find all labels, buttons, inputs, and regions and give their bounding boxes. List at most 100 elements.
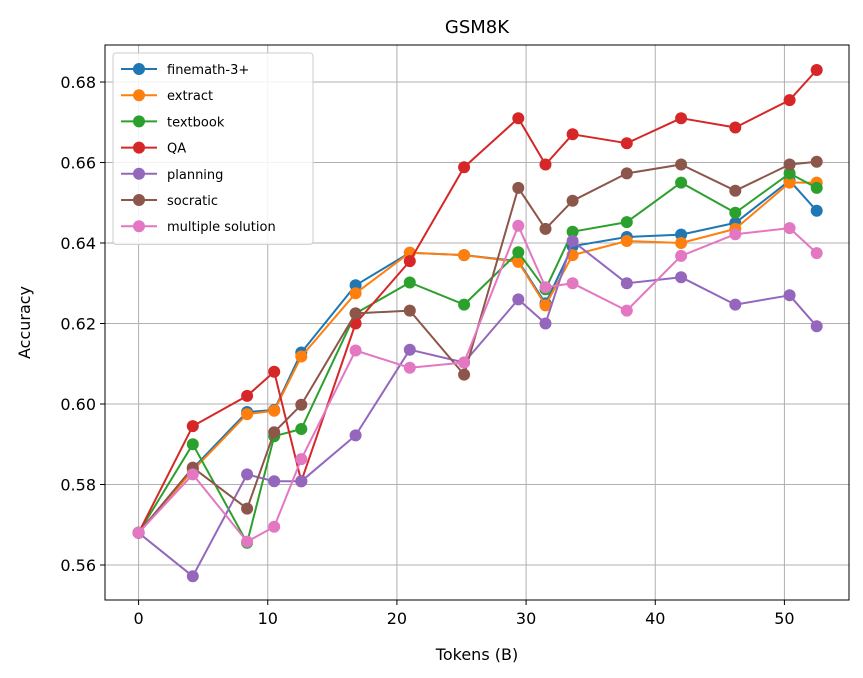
data-point [620,235,633,247]
data-point [132,526,145,539]
legend-label: finemath-3+ [167,63,249,78]
data-point [349,317,362,330]
data-point [810,247,823,260]
plot-area-frame [104,44,850,601]
data-point [403,276,416,289]
data-point [810,181,823,194]
legend-marker [133,141,145,154]
data-point [675,158,688,171]
legend-item: planning [121,167,223,183]
data-point [268,404,281,417]
legend-item: multiple solution [121,220,276,235]
data-point [783,289,796,302]
legend-label: extract [167,89,213,104]
x-axis-label: Tokens (B) [435,645,518,664]
legend-label: socratic [167,194,218,209]
legend-item: textbook [121,115,225,130]
data-point [810,64,823,76]
data-point [186,438,199,451]
data-point [620,216,633,229]
data-point [186,468,199,481]
data-point [675,176,688,189]
data-point [675,112,688,125]
y-tick-label: 0.66 [60,154,96,173]
data-point [268,520,281,533]
data-point [539,158,552,171]
legend-label: planning [167,168,223,183]
data-point [349,429,362,442]
data-point [620,167,633,180]
data-point [458,356,471,369]
y-tick-label: 0.56 [60,556,96,575]
data-point [458,161,471,174]
data-point [241,468,254,481]
data-point [512,181,525,194]
series-qa [132,64,823,539]
data-point [566,235,579,247]
series-line [137,240,818,578]
data-point [675,271,688,284]
data-point [295,453,308,466]
series-layer [132,64,823,583]
data-point [539,222,552,235]
data-point [349,307,362,320]
data-point [241,389,254,402]
legend-item: extract [121,89,213,104]
data-point [403,343,416,356]
legend-box [112,52,314,245]
series-line [137,224,818,543]
data-point [783,176,796,189]
data-point [729,298,742,311]
series-multiple-solution [132,219,823,548]
legend-item: finemath-3+ [121,63,249,78]
legend-marker [133,220,145,233]
legend-marker [133,194,145,206]
data-point [403,361,416,374]
data-point [295,423,308,435]
data-point [458,249,471,262]
data-point [566,277,579,290]
data-point [539,299,552,312]
data-point [729,206,742,219]
y-tick-label: 0.60 [60,395,96,414]
legend-marker [133,63,145,75]
data-point [458,368,471,381]
y-tick-label: 0.62 [60,315,96,334]
data-point [241,502,254,515]
data-point [512,112,525,125]
series-line [137,69,818,534]
data-point [295,398,308,411]
legend-item: socratic [121,194,218,209]
data-point [512,219,525,232]
data-point [783,158,796,171]
data-point [783,222,796,235]
data-point [675,237,688,249]
data-point [458,298,471,311]
data-point [783,94,796,107]
data-point [675,228,688,241]
data-point [620,304,633,317]
series-line [137,181,817,534]
data-point [810,204,823,217]
data-point [566,225,579,238]
data-point [349,287,362,300]
data-point [268,426,281,439]
data-point [512,255,525,268]
y-axis-label: Accuracy [15,286,34,359]
data-point [295,475,308,488]
data-point [403,304,416,317]
data-point [729,184,742,197]
x-tick-label: 20 [387,609,407,628]
legend-label: QA [167,142,186,157]
legend-marker [133,167,145,180]
series-socratic [132,155,823,539]
data-point [620,277,633,290]
data-point [539,281,552,294]
data-point [403,255,416,268]
data-point [810,155,823,168]
axis-ticks: 0 10 20 30 40 50 0.56 0.58 0.60 0.62 0.64 0.66 0.68 [60,73,794,628]
data-point [349,344,362,357]
legend-label: multiple solution [167,220,276,235]
data-point [620,137,633,150]
